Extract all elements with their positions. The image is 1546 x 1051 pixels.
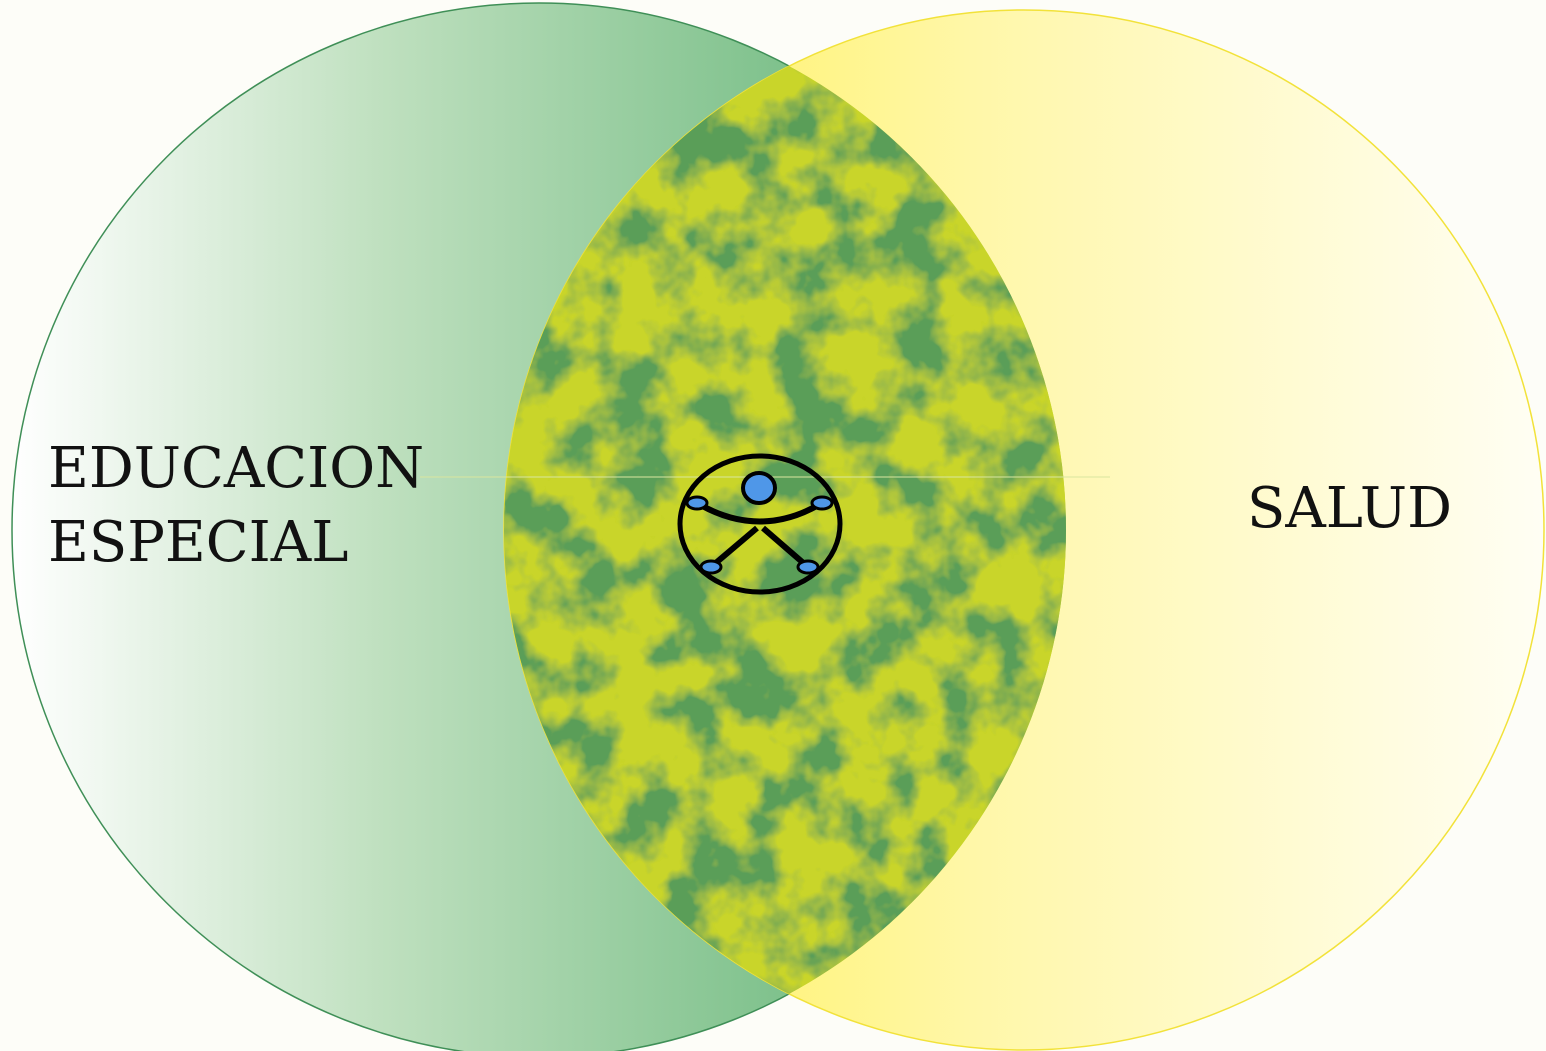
left-set-label-line-2: ESPECIAL — [48, 510, 349, 575]
left-set-label-line-1: EDUCACION — [48, 436, 425, 501]
right-set-label: SALUD — [1247, 476, 1453, 541]
left-set-label: EDUCACION ESPECIAL — [48, 432, 424, 580]
universal-accessibility-icon — [677, 453, 843, 595]
